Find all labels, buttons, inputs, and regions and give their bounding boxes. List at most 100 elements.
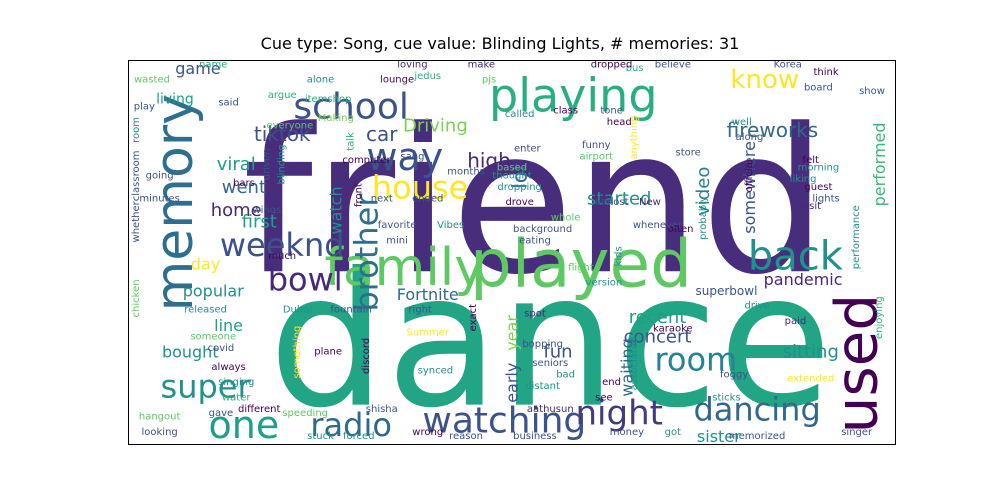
word-cloud-word: family: [325, 238, 486, 298]
word-cloud-word: radio: [310, 406, 392, 444]
word-cloud-word: everyone: [266, 121, 313, 132]
word-cloud-word: visit: [800, 201, 821, 212]
word-cloud-word: popular: [183, 281, 244, 300]
word-cloud-word: aathusun: [527, 404, 574, 415]
word-cloud-word: dropping: [497, 182, 542, 193]
word-cloud-word: went: [222, 177, 266, 198]
word-cloud-frame: friend dance played family playing memory used…: [128, 60, 896, 445]
word-cloud-word: different: [238, 404, 281, 415]
word-cloud-word: enter: [514, 144, 542, 155]
word-cloud-word: wrong: [412, 427, 443, 438]
word-cloud-word: head: [607, 117, 632, 128]
word-cloud-word: lot: [508, 163, 532, 189]
word-cloud-word: pandemic: [764, 270, 843, 289]
word-cloud-word: covid: [208, 343, 235, 354]
word-cloud-word: singing: [218, 377, 254, 388]
chart-title: Cue type: Song, cue value: Blinding Ligh…: [260, 34, 740, 53]
word-cloud-word: kids: [614, 246, 625, 266]
word-cloud-word: version: [586, 278, 623, 289]
word-cloud-word: played: [470, 225, 692, 302]
word-cloud-word: spot: [524, 308, 546, 319]
word-cloud-word: reason: [449, 431, 483, 442]
word-cloud-word: Dubai: [283, 304, 312, 315]
word-cloud-word: know: [730, 65, 799, 95]
word-cloud-word: see: [595, 393, 613, 404]
word-cloud-word: line: [214, 316, 243, 335]
word-cloud-word: friend: [242, 86, 827, 319]
word-cloud-word: store: [676, 147, 701, 158]
word-cloud-word: weeknd: [220, 226, 345, 264]
word-cloud-word: guest: [804, 182, 832, 193]
word-cloud-word: airport: [580, 151, 614, 162]
word-cloud-word: seniors: [532, 358, 568, 369]
word-cloud-word: fountain: [330, 304, 371, 315]
word-cloud-word: play: [134, 101, 155, 112]
word-cloud-word: room: [654, 341, 737, 379]
word-cloud-word: ended: [412, 193, 443, 204]
word-cloud-word: believe: [655, 61, 691, 70]
word-cloud-word: whether: [131, 200, 142, 242]
word-cloud-word: associated: [629, 337, 640, 391]
word-cloud-word: name: [199, 61, 227, 70]
word-cloud-word: Making: [318, 113, 354, 124]
word-cloud-word: almost: [595, 197, 629, 208]
word-cloud-word: school: [293, 86, 408, 127]
word-cloud-word: performed: [870, 122, 889, 206]
word-cloud-word: forced: [343, 431, 375, 442]
word-cloud-word: karaoke: [653, 324, 693, 335]
word-cloud-word: wings: [252, 205, 281, 216]
word-cloud-word: minutes: [139, 193, 179, 204]
word-cloud-word: watching: [422, 401, 586, 442]
word-cloud-word: show: [859, 86, 885, 97]
word-cloud-word: memory: [145, 94, 205, 311]
word-cloud-word: sister: [697, 427, 741, 444]
word-cloud-word: bad: [556, 370, 575, 381]
word-cloud-word: Vibes: [437, 220, 464, 231]
word-cloud-word: foggy: [720, 370, 748, 381]
word-cloud-word: felt: [803, 155, 819, 166]
word-cloud-word: whole: [551, 213, 581, 224]
word-cloud-word: shisha: [366, 404, 398, 415]
word-cloud-word: lounge: [380, 75, 414, 86]
word-cloud-word: tiktok: [254, 122, 311, 146]
word-cloud-word: game: [175, 61, 220, 78]
word-cloud-word: thought: [492, 170, 531, 181]
word-cloud-word: someone: [190, 331, 236, 342]
word-cloud-word: superbowl: [696, 284, 758, 298]
word-cloud-word: jedus: [413, 71, 441, 82]
word-cloud-word: probably: [698, 196, 709, 240]
word-cloud-word: Summer: [407, 327, 450, 338]
word-cloud-word: one: [209, 403, 280, 444]
word-cloud-word: funny: [582, 140, 611, 151]
word-cloud-word: said: [218, 98, 238, 109]
word-cloud-word: make: [468, 61, 495, 70]
word-cloud-word: paid: [785, 316, 807, 327]
word-cloud-word: Korea: [774, 61, 802, 70]
word-cloud-word: drive: [744, 301, 769, 312]
word-cloud-word: early: [503, 363, 522, 403]
word-cloud-word: classroom: [131, 151, 142, 202]
word-cloud-word: used: [823, 294, 891, 433]
word-cloud-word: started: [587, 188, 651, 209]
word-cloud-word: argue: [268, 90, 297, 101]
word-cloud-word: gave: [209, 408, 234, 419]
word-cloud-word: based: [497, 163, 527, 174]
word-cloud-word: enjoying: [874, 296, 885, 339]
word-cloud-word: alone: [307, 75, 335, 86]
word-cloud-word: flight: [568, 262, 594, 273]
word-cloud-word: day: [191, 254, 220, 273]
word-cloud-word: think: [813, 67, 838, 78]
word-cloud-word: official: [744, 159, 755, 192]
word-cloud-word: released: [184, 304, 227, 315]
word-cloud-word: stuck: [307, 431, 334, 442]
word-cloud-word: bars: [233, 178, 255, 189]
word-cloud-word: business: [513, 431, 557, 442]
word-cloud-word: bought: [162, 343, 219, 362]
word-cloud-word: computer: [342, 155, 391, 166]
word-cloud-word: fireworks: [727, 118, 819, 142]
word-cloud-word: sitting: [783, 342, 839, 363]
word-cloud-word: house: [372, 168, 469, 206]
word-cloud-word: living: [156, 91, 194, 107]
word-cloud-word: bowl: [268, 260, 343, 298]
